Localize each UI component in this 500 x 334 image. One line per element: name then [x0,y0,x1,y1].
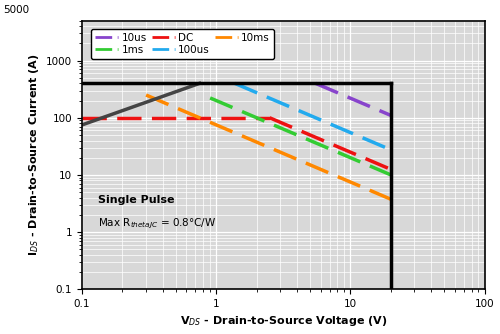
Text: Single Pulse: Single Pulse [98,195,174,205]
Legend: 10us, 1ms, DC, 100us, 10ms: 10us, 1ms, DC, 100us, 10ms [92,29,274,59]
Y-axis label: I$_{DS}$ - Drain-to-Source Current (A): I$_{DS}$ - Drain-to-Source Current (A) [26,54,40,256]
Text: 5000: 5000 [4,5,30,15]
X-axis label: V$_{DS}$ - Drain-to-Source Voltage (V): V$_{DS}$ - Drain-to-Source Voltage (V) [180,314,387,328]
Text: Max R$_{thetaJC}$ = 0.8°C/W: Max R$_{thetaJC}$ = 0.8°C/W [98,217,216,231]
